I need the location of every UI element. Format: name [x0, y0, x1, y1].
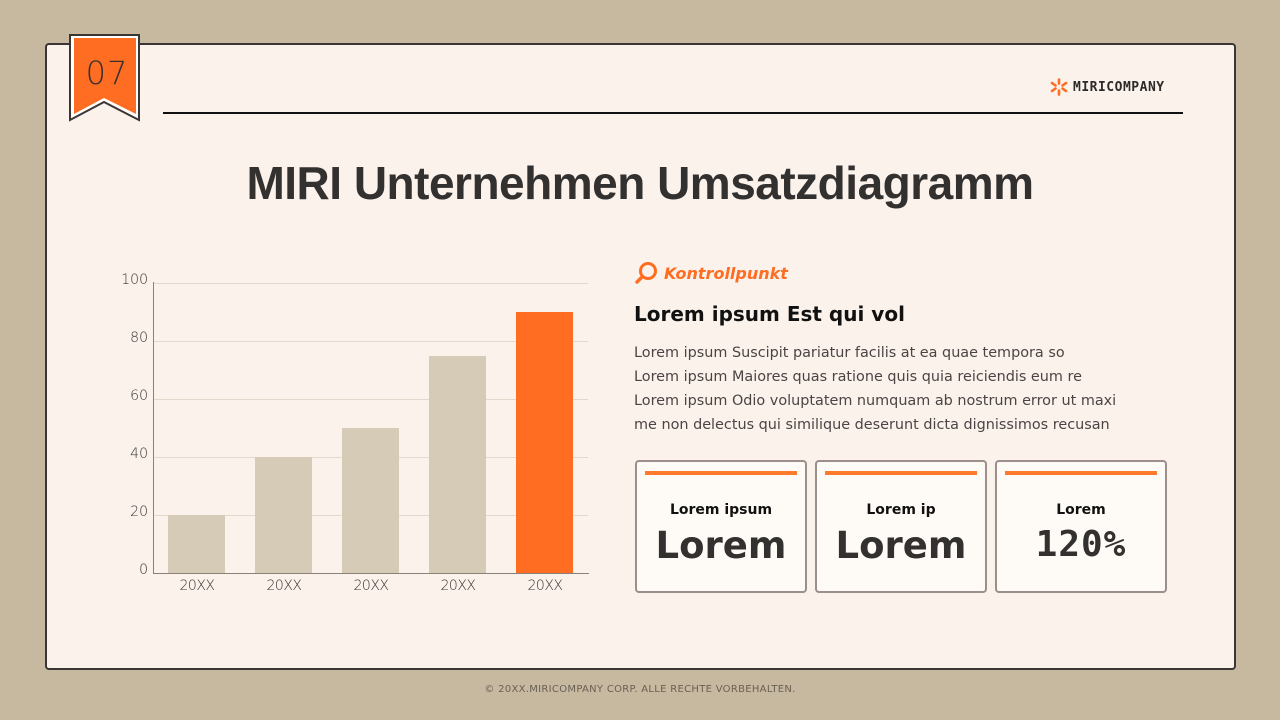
- body-line: Lorem ipsum Odio voluptatem numquam ab n…: [634, 393, 1117, 409]
- slide-number-badge: 07: [69, 34, 140, 122]
- bar: [168, 515, 225, 573]
- slide-number: 07: [85, 54, 129, 92]
- body-line: Lorem ipsum Suscipit pariatur facilis at…: [634, 345, 1065, 361]
- grid-line: [154, 341, 588, 342]
- logo-text: MIRICOMPANY: [1073, 79, 1165, 95]
- section-subheading: Lorem ipsum Est qui vol: [634, 302, 905, 326]
- card-accent-bar: [825, 471, 977, 475]
- page-title: MIRI Unternehmen Umsatzdiagramm: [246, 157, 1034, 209]
- card-accent-bar: [645, 471, 797, 475]
- asterisk-burst-icon: [1050, 78, 1068, 96]
- y-tick-label: 80: [130, 330, 148, 346]
- y-tick-label: 100: [121, 272, 148, 288]
- stat-card: Lorem ip Lorem: [815, 460, 987, 593]
- revenue-bar-chart: 100 80 60 40 20 0 20XX 20XX 20XX 20XX 20…: [110, 265, 600, 605]
- y-tick-label: 0: [139, 562, 148, 578]
- x-tick-label: 20XX: [353, 578, 390, 594]
- body-line: Lorem ipsum Maiores quas ratione quis qu…: [634, 369, 1082, 385]
- bar: [255, 457, 312, 573]
- copyright-footer: © 20XX.MIRICOMPANY CORP. ALLE RECHTE VOR…: [484, 684, 796, 695]
- body-paragraph: Lorem ipsum Suscipit pariatur facilis at…: [634, 341, 1154, 437]
- y-tick-label: 60: [130, 388, 148, 404]
- card-accent-bar: [1005, 471, 1157, 475]
- grid-line: [154, 283, 588, 284]
- card-label: Lorem ip: [866, 502, 936, 518]
- header-divider: [163, 112, 1183, 114]
- company-logo: MIRICOMPANY: [1050, 78, 1165, 96]
- bar-highlighted: [516, 312, 573, 573]
- y-tick-label: 40: [130, 446, 148, 462]
- bar: [342, 428, 399, 573]
- card-label: Lorem: [1056, 502, 1106, 518]
- stat-cards: Lorem ipsum Lorem Lorem ip Lorem Lorem 1…: [635, 460, 1167, 593]
- y-axis: [153, 282, 154, 574]
- bar: [429, 355, 486, 573]
- grid-line: [154, 399, 588, 400]
- search-icon: [635, 262, 657, 284]
- checkpoint-heading: Kontrollpunkt: [634, 261, 788, 285]
- card-label: Lorem ipsum: [669, 502, 773, 518]
- card-value: Lorem: [655, 524, 787, 567]
- card-value: 120%: [1035, 524, 1127, 565]
- stat-card: Lorem 120%: [995, 460, 1167, 593]
- bookmark-ribbon-icon: [69, 34, 140, 122]
- y-tick-label: 20: [130, 504, 148, 520]
- stat-card: Lorem ipsum Lorem: [635, 460, 807, 593]
- x-tick-label: 20XX: [527, 578, 564, 594]
- x-tick-label: 20XX: [179, 578, 216, 594]
- checkpoint-label: Kontrollpunkt: [664, 263, 788, 283]
- x-tick-label: 20XX: [440, 578, 477, 594]
- x-axis: [153, 573, 589, 574]
- body-line: me non delectus qui similique deserunt d…: [634, 417, 1110, 433]
- card-value: Lorem: [835, 524, 967, 567]
- x-tick-label: 20XX: [266, 578, 303, 594]
